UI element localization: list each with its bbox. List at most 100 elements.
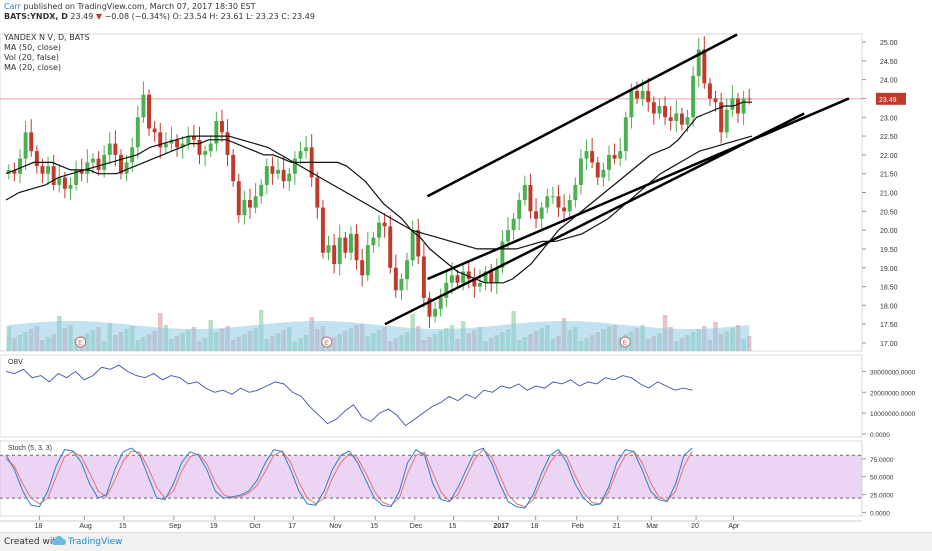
- legend-vol[interactable]: Vol (20, false): [4, 53, 60, 62]
- candle-body: [113, 143, 118, 155]
- candle-body: [427, 297, 432, 317]
- low-value: L: 23.23: [246, 12, 279, 21]
- tradingview-logo-text[interactable]: TradingView: [68, 537, 123, 547]
- candle-body: [730, 98, 735, 110]
- close-value: C: 23.49: [281, 12, 315, 21]
- candle-body: [438, 297, 443, 310]
- legend-name: YANDEX N V, D, BATS: [4, 33, 90, 42]
- candle-body: [410, 230, 415, 261]
- candle-body: [40, 166, 45, 174]
- candle-body: [635, 90, 639, 99]
- candle-body: [433, 309, 438, 317]
- candle-body: [6, 169, 11, 174]
- candle-body: [674, 113, 679, 122]
- candle-body: [304, 147, 309, 152]
- stoch-tick-label: 25.0000: [870, 493, 894, 500]
- time-tick-label: 15: [449, 523, 457, 530]
- candle-body: [741, 98, 746, 114]
- candle-body: [382, 222, 387, 227]
- earnings-letter: E: [78, 340, 83, 347]
- candle-body: [326, 245, 331, 253]
- price-tick-label: 22.00: [880, 153, 898, 160]
- candle-body: [713, 98, 718, 103]
- last-price-label: 23.49: [879, 97, 897, 104]
- obv-tick-label: 10000000.0000: [870, 411, 916, 418]
- candle-body: [360, 260, 365, 276]
- candle-body: [747, 98, 752, 100]
- candle-body: [477, 282, 482, 287]
- time-tick-label: Sep: [169, 523, 182, 530]
- candle-body: [584, 151, 589, 159]
- candle-body: [343, 237, 348, 253]
- candle-body: [186, 136, 191, 144]
- stoch-title: Stoch (5, 3, 3): [8, 445, 52, 452]
- candle-body: [449, 275, 454, 283]
- candle-body: [135, 117, 140, 148]
- last-price-tag: [876, 92, 906, 105]
- candle-body: [371, 237, 376, 246]
- time-tick-label: 19: [210, 523, 218, 530]
- candle-body: [573, 184, 578, 201]
- candle-body: [517, 200, 522, 219]
- candle-body: [320, 207, 325, 253]
- candle-body: [511, 218, 516, 231]
- candle-body: [337, 237, 342, 264]
- candle-body: [590, 151, 595, 163]
- candle-body: [444, 282, 449, 298]
- stoch-tick-label: 75.0000: [870, 457, 894, 464]
- candle-body: [225, 132, 230, 155]
- price-tick-label: 18.00: [880, 303, 898, 310]
- candle-body: [332, 245, 337, 264]
- time-tick-label: 21: [613, 523, 621, 530]
- time-tick-label: 15: [119, 523, 127, 530]
- published-text: published on TradingView.com, March 07, …: [23, 2, 256, 11]
- created-with-text: Created with: [4, 537, 62, 547]
- candle-body: [270, 166, 275, 174]
- candle-body: [405, 260, 410, 280]
- header-line-1: Carr published on TradingView.com, March…: [4, 2, 255, 11]
- price-tick-label: 19.00: [880, 266, 898, 273]
- candle-body: [130, 147, 135, 163]
- earnings-letter: E: [623, 340, 628, 347]
- time-tick-label: 17: [288, 523, 296, 530]
- candle-body: [141, 94, 146, 118]
- time-tick-label: 20: [691, 523, 699, 530]
- time-tick-label: Feb: [572, 523, 584, 530]
- change-value: −0.08 (−0.34%): [104, 12, 170, 21]
- candle-body: [489, 271, 494, 283]
- earnings-marker-2: E: [321, 336, 333, 348]
- candle-body: [147, 94, 151, 129]
- candle-body: [719, 102, 724, 133]
- candle-body: [219, 121, 224, 133]
- candle-body: [556, 196, 561, 208]
- legend-ma20[interactable]: MA (20, close): [4, 63, 62, 72]
- candle-body: [562, 207, 567, 212]
- price-tick-label: 23.00: [880, 115, 898, 122]
- candle-body: [214, 121, 219, 144]
- price-tick-label: 19.50: [880, 247, 898, 254]
- author-link[interactable]: Carr: [4, 2, 21, 11]
- legend-ma50[interactable]: MA (50, close): [4, 43, 62, 52]
- stoch-tick-label: 50.0000: [870, 475, 894, 482]
- candle-body: [461, 271, 466, 283]
- candle-body: [696, 49, 701, 76]
- candle-body: [348, 233, 353, 253]
- candle-body: [550, 196, 555, 198]
- candle-body: [242, 200, 247, 216]
- earnings-circle: [321, 336, 333, 348]
- candle-body: [57, 177, 62, 185]
- footer-bar: Created with TradingView: [0, 532, 932, 551]
- obv-title: OBV: [8, 359, 23, 366]
- channel-lower-line-2: [426, 97, 850, 281]
- candle-body: [152, 128, 157, 133]
- chart-svg: 25.0024.5024.0023.5023.0022.5022.0021.50…: [0, 33, 916, 530]
- candle-body: [534, 211, 539, 219]
- price-tick-label: 21.50: [880, 172, 898, 179]
- candle-body: [236, 181, 241, 216]
- candle-body: [724, 109, 729, 133]
- open-value: O: 23.54: [172, 12, 207, 21]
- candle-body: [702, 49, 707, 84]
- symbol-label: BATS:YNDX, D: [4, 12, 68, 21]
- candle-body: [276, 169, 281, 174]
- stoch-d-line: [5, 448, 693, 508]
